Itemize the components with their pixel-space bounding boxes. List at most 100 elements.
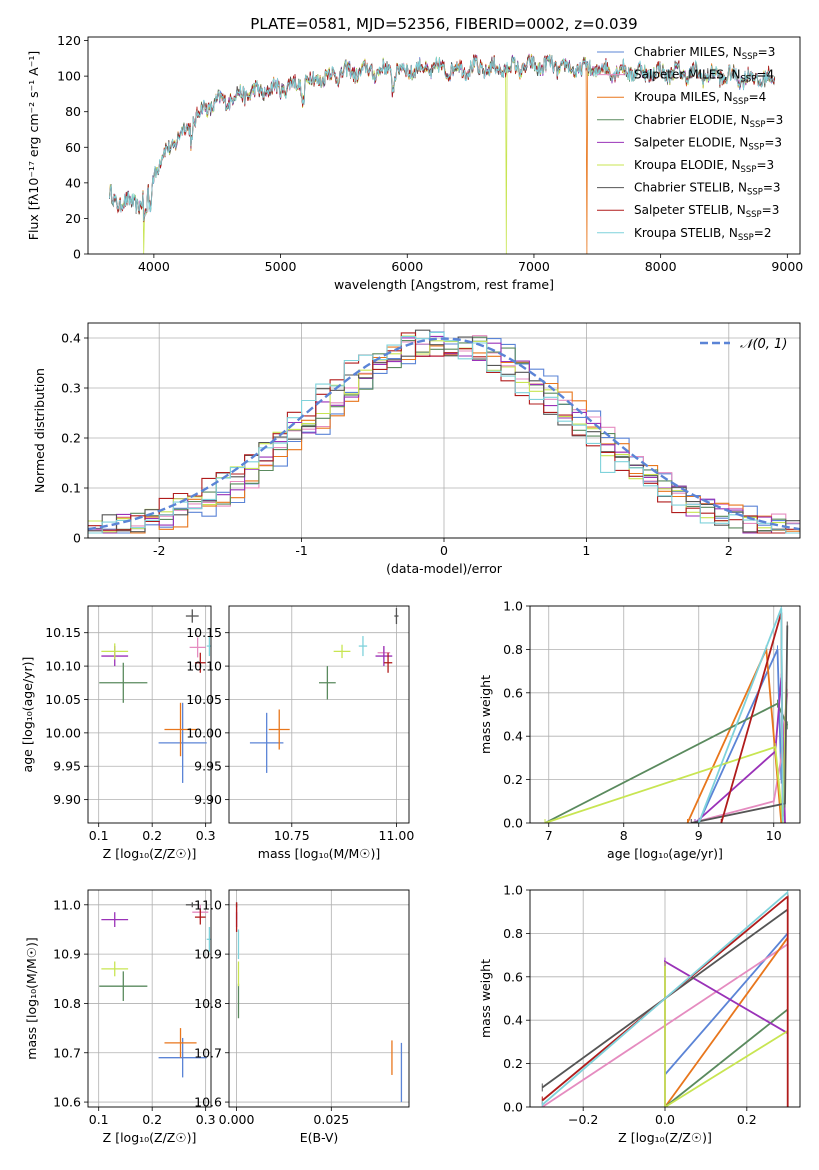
- y-tick-label: 0.8: [503, 642, 523, 657]
- x-axis-label: Z [log₁₀(Z/Z☉)]: [103, 846, 197, 861]
- legend-label-chabrier-stelib: Chabrier STELIB, NSSP=3: [634, 181, 781, 198]
- errorbar-chabrier-miles: [249, 712, 284, 773]
- y-tick-label: 1.0: [503, 599, 523, 614]
- y-tick-label: 0.3: [61, 381, 81, 396]
- histogram-kroupa-stelib: [88, 331, 800, 534]
- age-vs-mass-panel: 10.75 11.00 9.90 9.95 10.00 10.05 10.10 10.15 ma…: [186, 605, 414, 861]
- y-tick-label: 0.6: [503, 685, 523, 700]
- residual-histograms: [88, 329, 800, 534]
- x-tick-label: 0: [440, 543, 448, 558]
- x-tick-label: 10: [766, 828, 782, 843]
- y-tick-label: 9.95: [194, 759, 222, 774]
- errorbar-kroupa-miles: [164, 1028, 197, 1058]
- y-tick-label: 0: [73, 247, 81, 262]
- legend-label-salpeter-elodie: Salpeter ELODIE, NSSP=3: [634, 135, 782, 152]
- x-tick-label: 0.000: [219, 1112, 255, 1127]
- y-tick-label: 11.0: [53, 897, 81, 912]
- axes-frame: [228, 889, 410, 1108]
- y-tick-label: 10.10: [186, 659, 222, 674]
- axes-frame: [87, 605, 212, 824]
- y-tick-label: 80: [65, 104, 81, 119]
- mass-vs-Z-panel: 0.1 0.2 0.3 10.6 10.7 10.8 10.9 11.0 Z [log₁₀(Z/…: [24, 889, 216, 1145]
- age-vs-Z-panel: 0.1 0.2 0.3 9.90 9.95 10.00 10.05 10.10 10.15 Z […: [20, 605, 216, 861]
- figure-title: PLATE=0581, MJD=52356, FIBERID=0002, z=0…: [250, 15, 637, 33]
- y-tick-label: 0.2: [503, 772, 523, 787]
- y-tick-label: 10.10: [45, 659, 81, 674]
- spectrum-panel: 4000 5000 6000 7000 8000 9000 0 20 40 60 80 100 120 w…: [26, 33, 803, 292]
- x-axis-label: wavelength [Angstrom, rest frame]: [334, 277, 554, 292]
- y-tick-label: 10.9: [53, 947, 81, 962]
- errorbar-chabrier-stelib: [185, 609, 199, 623]
- x-axis-label: mass [log₁₀(M/M☉)]: [258, 846, 380, 861]
- y-axis-label: mass weight: [478, 675, 493, 754]
- x-tick-label: 7000: [518, 259, 550, 274]
- errorbar-kroupa-elodie: [333, 644, 351, 659]
- x-tick-label: 9: [695, 828, 703, 843]
- x-tick-label: 0.1: [89, 1112, 109, 1127]
- legend-label-salpeter-stelib: Salpeter STELIB, NSSP=3: [634, 203, 779, 220]
- y-tick-label: 0.2: [61, 431, 81, 446]
- x-axis-label: Z [log₁₀(Z/Z☉)]: [618, 1130, 712, 1145]
- axes-frame: [529, 889, 801, 1108]
- y-tick-label: 11.0: [194, 897, 222, 912]
- y-tick-label: 9.95: [53, 759, 81, 774]
- y-tick-label: 10.15: [186, 625, 222, 640]
- weight-line-kroupa-miles: [664, 937, 789, 1107]
- weight-lines: [541, 890, 789, 1107]
- y-tick-label: 9.90: [53, 792, 81, 807]
- y-axis-label: mass weight: [478, 959, 493, 1038]
- errorbars: [99, 902, 211, 1078]
- y-tick-label: 10.00: [45, 725, 81, 740]
- mass-vs-ebv-panel: 0.000 0.025 10.6 10.7 10.8 10.9 11.0 E(B-V): [194, 889, 410, 1145]
- errorbars: [249, 608, 399, 773]
- y-tick-label: 0.8: [503, 926, 523, 941]
- x-axis-label: Z [log₁₀(Z/Z☉)]: [103, 1130, 197, 1145]
- errorbar-chabrier-stelib: [185, 902, 199, 908]
- x-axis-label: (data-model)/error: [386, 561, 503, 576]
- y-tick-label: 0.1: [61, 481, 81, 496]
- y-tick-label: 10.8: [53, 996, 81, 1011]
- x-tick-label: 6000: [391, 259, 423, 274]
- axes-frame: [228, 605, 410, 824]
- spectrum-lines: [109, 53, 776, 254]
- y-tick-label: 10.7: [194, 1045, 222, 1060]
- spectrum-line-kroupa-miles: [109, 54, 776, 254]
- errorbar-chabrier-miles: [158, 702, 207, 783]
- errorbar-salpeter-stelib: [383, 652, 393, 673]
- legend-label-kroupa-elodie: Kroupa ELODIE, NSSP=3: [634, 158, 774, 175]
- axes-frame: [87, 36, 801, 255]
- errorbar-chabrier-miles: [158, 1037, 207, 1078]
- weight-vs-Z-panel: −0.2 0.0 0.2 0.0 0.2 0.4 0.6 0.8 1.0 Z [log₁₀(Z/Z…: [478, 883, 801, 1145]
- y-axis-label: Normed distribution: [32, 368, 47, 493]
- legend-label-gaussian: 𝒩(0, 1): [740, 337, 787, 352]
- spectrum-line-kroupa-stelib: [109, 55, 775, 222]
- histogram-salpeter-stelib: [88, 332, 800, 534]
- errorbar-chabrier-elodie: [319, 666, 336, 700]
- x-tick-label: 4000: [138, 259, 170, 274]
- x-tick-label: 0.2: [737, 1112, 757, 1127]
- errorbar-chabrier-stelib: [394, 608, 399, 625]
- y-axis-label: mass [log₁₀(M/M☉)]: [24, 937, 39, 1059]
- y-tick-label: 10.6: [53, 1095, 81, 1110]
- y-axis-label: Flux [fλ10⁻¹⁷ erg cm⁻² s⁻¹ A⁻¹]: [26, 51, 41, 240]
- weight-line-kroupa-stelib: [541, 891, 789, 1106]
- x-tick-label: 2: [725, 543, 733, 558]
- y-tick-label: 0: [73, 531, 81, 546]
- x-tick-label: 0.2: [142, 828, 162, 843]
- x-tick-label: 0.0: [655, 1112, 675, 1127]
- x-tick-label: 0.2: [142, 1112, 162, 1127]
- x-tick-label: 5000: [265, 259, 297, 274]
- legend-label-chabrier-miles: Chabrier MILES, NSSP=3: [634, 45, 775, 62]
- x-tick-label: 7: [545, 828, 553, 843]
- x-tick-label: 0.3: [196, 828, 216, 843]
- errorbar-kroupa-miles: [164, 702, 197, 757]
- legend-label-chabrier-elodie: Chabrier ELODIE, NSSP=3: [634, 113, 783, 130]
- y-tick-label: 10.6: [194, 1095, 222, 1110]
- x-tick-label: 8000: [645, 259, 677, 274]
- x-tick-label: 1: [582, 543, 590, 558]
- y-axis-label: age [log₁₀(age/yr)]: [20, 657, 35, 773]
- weight-lines: [544, 606, 789, 823]
- x-tick-label: -2: [153, 543, 165, 558]
- y-tick-label: 1.0: [503, 883, 523, 898]
